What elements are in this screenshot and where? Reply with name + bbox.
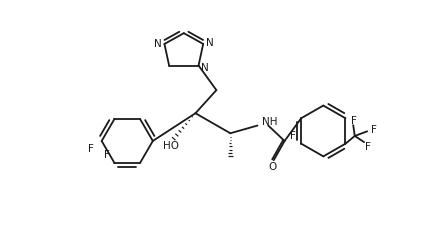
Text: F: F bbox=[371, 125, 377, 135]
Text: N: N bbox=[205, 38, 213, 48]
Text: HO: HO bbox=[163, 141, 178, 151]
Text: F: F bbox=[365, 142, 371, 152]
Text: F: F bbox=[88, 144, 94, 154]
Text: NH: NH bbox=[262, 117, 278, 128]
Text: N: N bbox=[154, 39, 162, 49]
Text: F: F bbox=[290, 131, 296, 141]
Text: O: O bbox=[268, 162, 276, 172]
Text: F: F bbox=[104, 150, 110, 160]
Text: N: N bbox=[201, 63, 208, 73]
Text: F: F bbox=[351, 116, 357, 126]
